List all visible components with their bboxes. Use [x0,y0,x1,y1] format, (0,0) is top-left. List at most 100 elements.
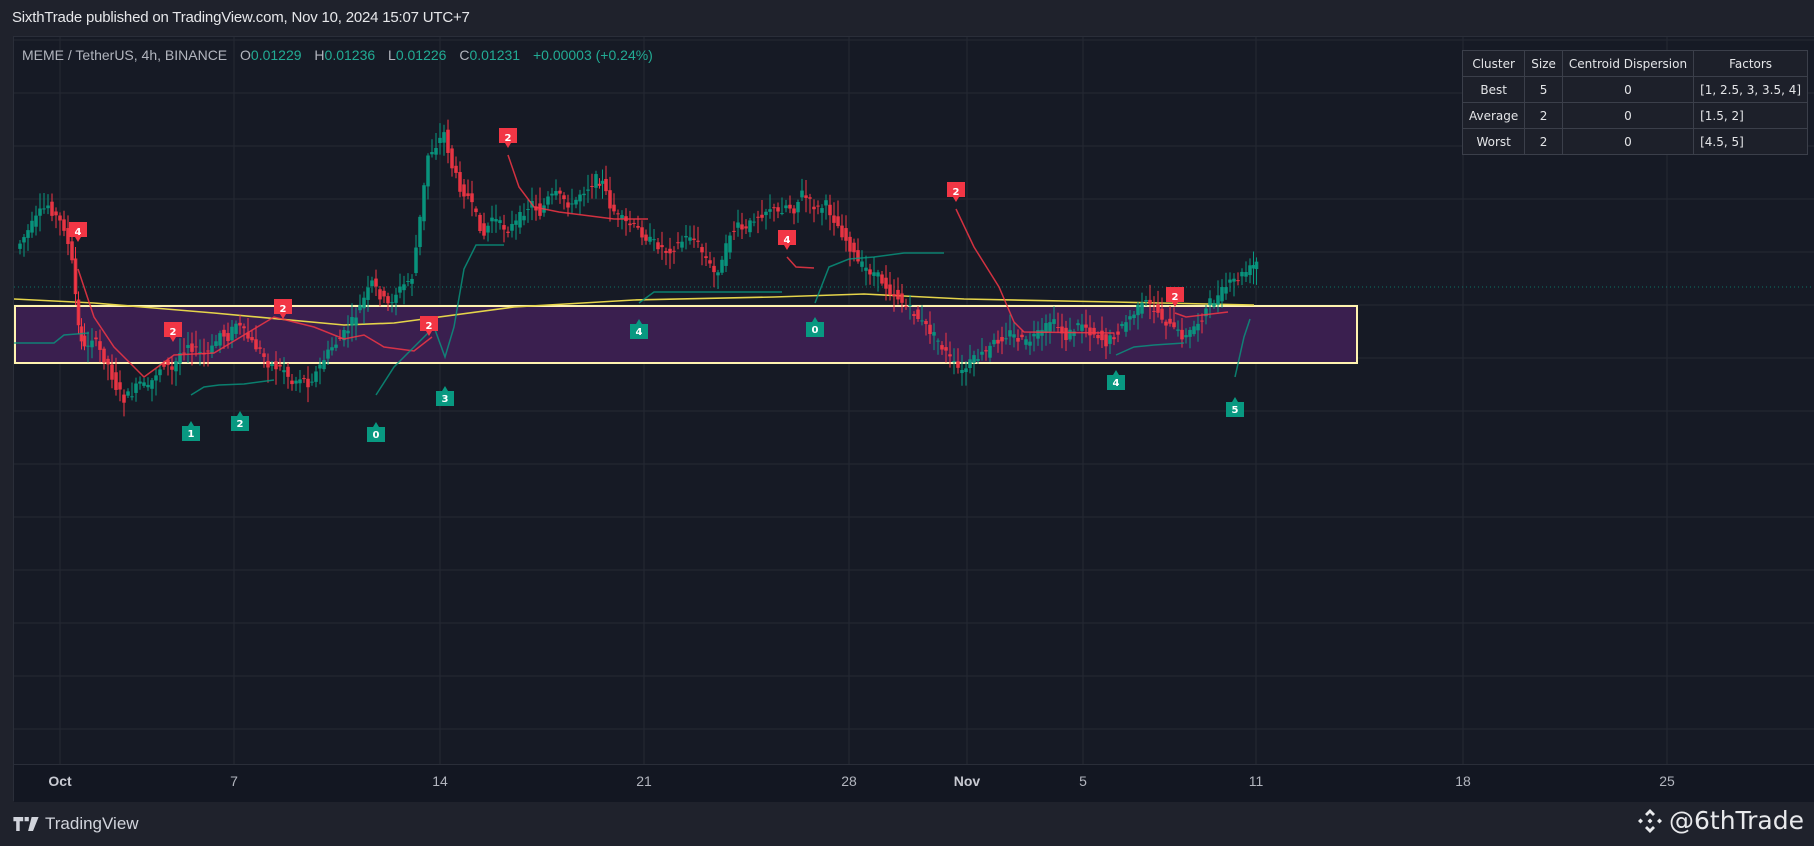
cell-cluster: Average [1461,102,1526,129]
time-axis-label: Nov [953,773,981,789]
table-row: Worst 2 0 [4.5, 5] [1461,128,1809,155]
header-factors: Factors [1693,50,1809,77]
table-header-row: Cluster Size Centroid Dispersion Factors [1461,50,1809,77]
table-row: Best 5 0 [1, 2.5, 3, 3.5, 4] [1461,76,1809,103]
tradingview-logo[interactable]: TradingView [13,814,139,834]
symbol-legend: MEME / TetherUS, 4h, BINANCE O0.01229 H0… [22,47,653,63]
buy-signal-label[interactable]: 5 [1226,397,1244,417]
buy-signal-label[interactable]: 0 [806,317,824,337]
svg-text:1: 1 [188,429,195,440]
buy-signal-label[interactable]: 3 [436,386,454,406]
candles [18,119,1259,417]
cluster-stats-table: Cluster Size Centroid Dispersion Factors… [1461,50,1809,155]
svg-text:2: 2 [280,304,287,315]
buy-signal-label[interactable]: 4 [1107,370,1125,390]
high-label: H [314,47,325,63]
time-axis-label: 21 [636,773,652,789]
time-axis-label: 18 [1455,773,1471,789]
header-dispersion: Centroid Dispersion [1561,50,1695,77]
sell-signal-label[interactable]: 2 [164,322,182,342]
buy-signal-label[interactable]: 1 [182,421,200,441]
symbol-title: MEME / TetherUS, 4h, BINANCE [22,47,228,63]
cell-cluster: Worst [1461,128,1526,155]
cell-size: 2 [1524,102,1563,129]
svg-text:2: 2 [170,327,177,338]
svg-text:4: 4 [75,227,82,238]
time-axis-label: 28 [841,773,857,789]
close-label: C [459,47,470,63]
cell-size: 5 [1524,76,1563,103]
sell-signal-label[interactable]: 2 [1166,287,1184,307]
svg-text:2: 2 [1172,292,1179,303]
table-row: Average 2 0 [1.5, 2] [1461,102,1809,129]
zone-box [14,305,1358,364]
time-axis-label: 25 [1659,773,1675,789]
buy-trailing-stop [14,332,90,344]
time-axis[interactable]: Oct 7 14 21 28 Nov 5 11 18 25 [14,764,1814,802]
svg-text:2: 2 [505,133,512,144]
buy-trailing-stop [1115,342,1185,356]
sell-trailing-stop [786,256,815,269]
time-axis-label: Oct [48,773,72,789]
svg-text:4: 4 [784,235,791,246]
cell-dispersion: 0 [1561,102,1695,129]
buy-trailing-stop [814,252,944,304]
sell-trailing-stop [1174,311,1229,318]
sell-signal-label[interactable]: 2 [420,316,438,336]
high-value: 0.01236 [324,47,376,63]
time-axis-label: 5 [1079,773,1087,789]
buy-trailing-stop [1234,318,1251,378]
svg-text:0: 0 [373,430,380,441]
svg-text:2: 2 [237,419,244,430]
header-cluster: Cluster [1461,50,1526,77]
buy-signal-label[interactable]: 4 [630,319,648,339]
brand-name: TradingView [45,814,139,833]
binance-diamond-icon [1638,808,1662,833]
low-value: 0.01226 [395,47,447,63]
time-axis-label: 11 [1248,773,1264,789]
cell-dispersion: 0 [1561,128,1695,155]
sell-trailing-stop [77,268,433,378]
svg-text:5: 5 [1232,405,1239,416]
open-label: O [240,47,251,63]
close-value: 0.01231 [469,47,521,63]
change-value: +0.00003 (+0.24%) [532,47,653,63]
buy-signal-label[interactable]: 2 [231,411,249,431]
cell-factors: [4.5, 5] [1693,128,1809,155]
adaptive-ma-line [14,293,1255,326]
cell-dispersion: 0 [1561,76,1695,103]
sell-signal-label[interactable]: 2 [947,182,965,202]
sell-signal-label[interactable]: 2 [274,299,292,319]
author-handle[interactable]: @6thTrade [1636,806,1804,835]
svg-text:4: 4 [1113,378,1120,389]
sell-trailing-stop [507,154,648,220]
buy-trailing-stop [638,291,782,304]
cell-size: 2 [1524,128,1563,155]
svg-text:4: 4 [636,327,643,338]
sell-signal-label[interactable]: 2 [499,128,517,148]
published-line: SixthTrade published on TradingView.com,… [12,9,470,26]
svg-text:2: 2 [426,321,433,332]
cell-factors: [1.5, 2] [1693,102,1809,129]
buy-trailing-stop [190,379,275,396]
handle-text: @6thTrade [1669,806,1804,835]
svg-text:2: 2 [953,187,960,198]
buy-signal-label[interactable]: 0 [367,422,385,442]
open-value: 0.01229 [250,47,302,63]
header-size: Size [1524,50,1563,77]
tradingview-logo-icon [13,817,39,831]
time-axis-label: 14 [432,773,448,789]
sell-trailing-stop [955,208,1115,334]
svg-text:0: 0 [812,325,819,336]
buy-trailing-stop [375,244,504,396]
time-axis-label: 7 [230,773,238,789]
svg-text:3: 3 [442,394,449,405]
cell-factors: [1, 2.5, 3, 3.5, 4] [1693,76,1809,103]
low-label: L [388,47,396,63]
sell-signal-label[interactable]: 4 [778,230,796,250]
cell-cluster: Best [1461,76,1526,103]
sell-signal-label[interactable]: 4 [69,222,87,242]
